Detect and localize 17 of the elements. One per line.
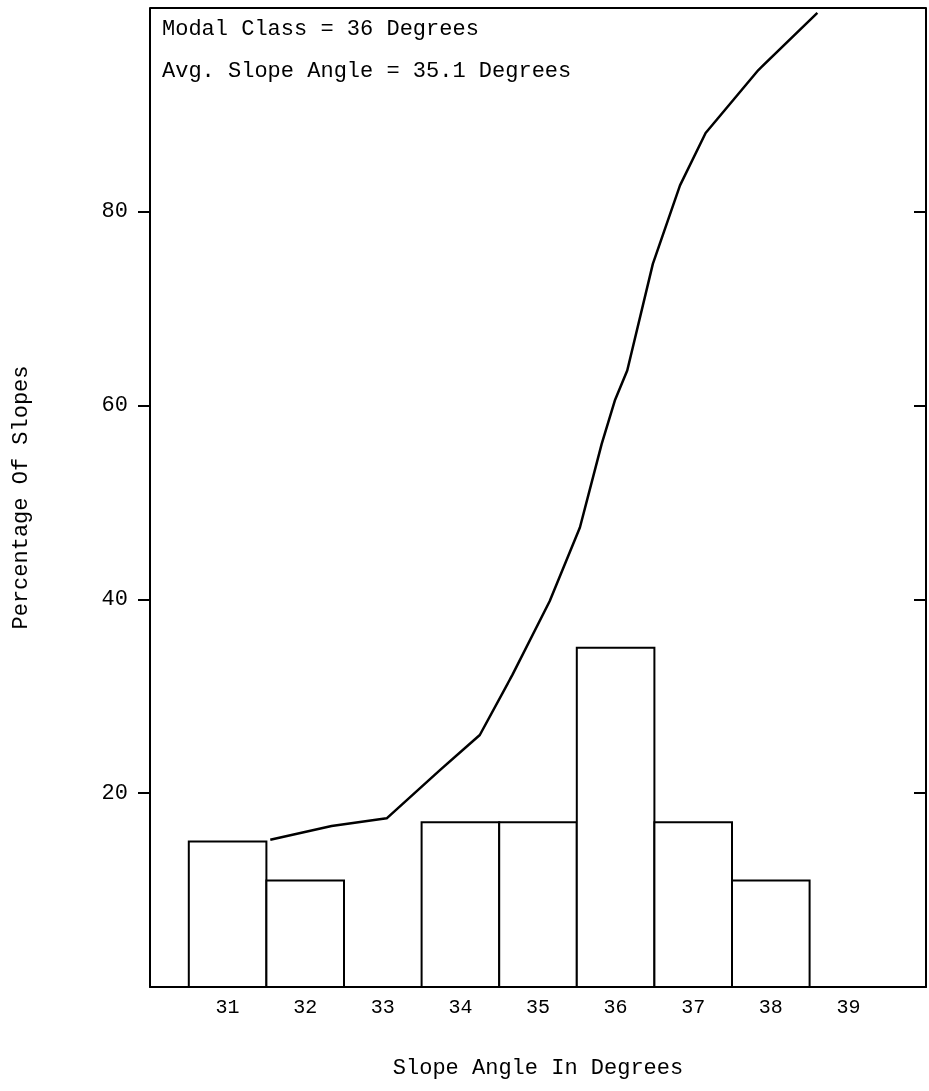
y-tick-label: 40	[101, 586, 128, 612]
x-tick-label: 32	[293, 995, 318, 1019]
y-tick-label: 60	[101, 392, 128, 418]
annotation: Avg. Slope Angle = 35.1 Degrees	[162, 58, 572, 84]
x-tick-label: 33	[370, 995, 395, 1019]
y-tick-label: 20	[101, 780, 128, 806]
x-axis-title: Slope Angle In Degrees	[392, 1055, 684, 1081]
x-tick-label: 34	[448, 995, 473, 1019]
x-tick-label: 39	[836, 995, 861, 1019]
y-tick-label: 80	[101, 199, 128, 225]
y-axis-title: Percentage Of Slopes	[8, 365, 34, 630]
x-tick-label: 35	[525, 995, 551, 1019]
x-tick-label: 36	[603, 995, 628, 1019]
x-tick-label: 37	[681, 995, 706, 1019]
x-tick-label: 38	[758, 995, 783, 1019]
annotation: Modal Class = 36 Degrees	[162, 16, 479, 42]
x-tick-label: 31	[215, 995, 240, 1019]
